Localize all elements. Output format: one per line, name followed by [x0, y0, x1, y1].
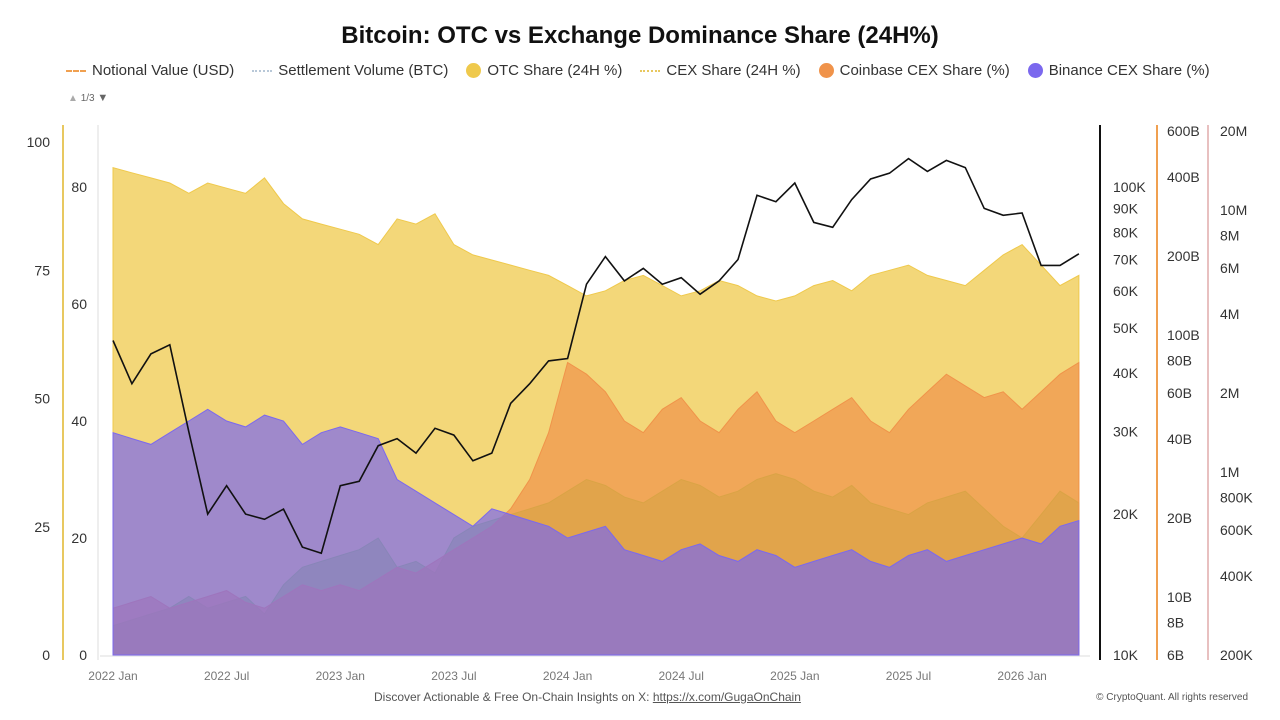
footer: Discover Actionable & Free On-Chain Insi… — [374, 690, 801, 704]
dotted-line-swatch-icon — [640, 69, 661, 72]
y-tick-label: 25 — [34, 519, 50, 535]
footer-link[interactable]: https://x.com/GugaOnChain — [652, 690, 801, 704]
usd-tick-label: 600B — [1167, 123, 1200, 139]
usd-tick-label: 60B — [1167, 385, 1192, 401]
x-tick-label: 2025 Jan — [770, 669, 819, 683]
legend-label: CEX Share (24H %) — [666, 62, 801, 79]
price-tick-label: 70K — [1113, 251, 1139, 267]
usd-tick-label: 10B — [1167, 589, 1192, 605]
legend-label: Settlement Volume (BTC) — [278, 62, 449, 79]
legend-item-notional-value[interactable]: Notional Value (USD) — [66, 62, 234, 79]
x-tick-label: 2023 Jan — [316, 669, 365, 683]
legend-item-cex-share[interactable]: CEX Share (24H %) — [640, 62, 801, 79]
x-tick-label: 2026 Jan — [997, 669, 1046, 683]
usd-tick-label: 20B — [1167, 510, 1192, 526]
legend-item-otc-share[interactable]: OTC Share (24H %) — [466, 62, 622, 79]
series-area-binance-cex-share- — [112, 408, 1080, 656]
btc-tick-label: 8M — [1220, 227, 1239, 243]
chart-title: Bitcoin: OTC vs Exchange Dominance Share… — [341, 22, 939, 49]
y-tick-label: 40 — [71, 413, 87, 429]
y-tick-label: 50 — [34, 391, 50, 407]
price-tick-label: 100K — [1113, 179, 1146, 195]
legend-label: Coinbase CEX Share (%) — [839, 62, 1010, 79]
price-tick-label: 60K — [1113, 283, 1139, 299]
usd-tick-label: 100B — [1167, 327, 1200, 343]
price-tick-label: 90K — [1113, 200, 1139, 216]
legend: Notional Value (USD) Settlement Volume (… — [66, 62, 1210, 79]
usd-tick-label: 40B — [1167, 431, 1192, 447]
price-tick-label: 20K — [1113, 506, 1139, 522]
btc-tick-label: 10M — [1220, 202, 1247, 218]
legend-label: Notional Value (USD) — [92, 62, 235, 79]
circle-swatch-icon — [1027, 63, 1043, 78]
btc-tick-label: 1M — [1220, 464, 1239, 480]
dashed-line-swatch-icon — [66, 69, 86, 72]
legend-page-number: 1/3 — [80, 93, 95, 104]
usd-tick-label: 80B — [1167, 352, 1192, 368]
legend-item-binance-share[interactable]: Binance CEX Share (%) — [1027, 62, 1210, 79]
y-tick-label: 75 — [34, 262, 50, 278]
btc-tick-label: 2M — [1220, 385, 1239, 401]
legend-label: Binance CEX Share (%) — [1048, 62, 1210, 79]
series-line-btc-price — [112, 157, 1080, 555]
usd-tick-label: 400B — [1167, 169, 1200, 185]
dotted-line-swatch-icon — [252, 69, 273, 72]
usd-tick-label: 8B — [1167, 614, 1184, 630]
y-tick-label: 80 — [71, 179, 87, 195]
legend-item-coinbase-share[interactable]: Coinbase CEX Share (%) — [818, 62, 1010, 79]
btc-tick-label: 4M — [1220, 306, 1239, 322]
x-tick-label: 2022 Jul — [204, 669, 249, 683]
legend-item-settlement-volume[interactable]: Settlement Volume (BTC) — [252, 62, 448, 79]
btc-tick-label: 200K — [1220, 647, 1253, 663]
x-tick-label: 2025 Jul — [886, 669, 931, 683]
y-tick-label: 100 — [27, 134, 51, 150]
legend-label: OTC Share (24H %) — [487, 62, 623, 79]
page-up-icon[interactable]: ▲ — [68, 93, 78, 104]
usd-tick-label: 200B — [1167, 248, 1200, 264]
x-tick-label: 2024 Jul — [659, 669, 704, 683]
usd-tick-label: 6B — [1167, 647, 1184, 663]
x-tick-label: 2024 Jan — [543, 669, 592, 683]
circle-swatch-icon — [466, 63, 482, 78]
footer-text: Discover Actionable & Free On-Chain Insi… — [374, 690, 653, 704]
price-tick-label: 80K — [1113, 224, 1139, 240]
btc-tick-label: 6M — [1220, 260, 1239, 276]
price-tick-label: 40K — [1113, 365, 1139, 381]
x-tick-label: 2022 Jan — [88, 669, 137, 683]
circle-swatch-icon — [818, 63, 834, 78]
y-tick-label: 0 — [79, 647, 87, 663]
y-tick-label: 0 — [42, 647, 50, 663]
btc-tick-label: 800K — [1220, 489, 1253, 505]
copyright: © CryptoQuant. All rights reserved — [1096, 692, 1248, 703]
y-tick-label: 60 — [71, 296, 87, 312]
price-tick-label: 50K — [1113, 320, 1139, 336]
price-tick-label: 30K — [1113, 424, 1139, 440]
btc-tick-label: 400K — [1220, 568, 1253, 584]
price-tick-label: 10K — [1113, 647, 1139, 663]
page-down-icon[interactable]: ▼ — [97, 92, 109, 104]
legend-pager: ▲ 1/3 ▼ — [68, 92, 108, 104]
x-tick-label: 2023 Jul — [431, 669, 476, 683]
btc-tick-label: 20M — [1220, 123, 1247, 139]
btc-tick-label: 600K — [1220, 522, 1253, 538]
y-tick-label: 20 — [71, 530, 87, 546]
